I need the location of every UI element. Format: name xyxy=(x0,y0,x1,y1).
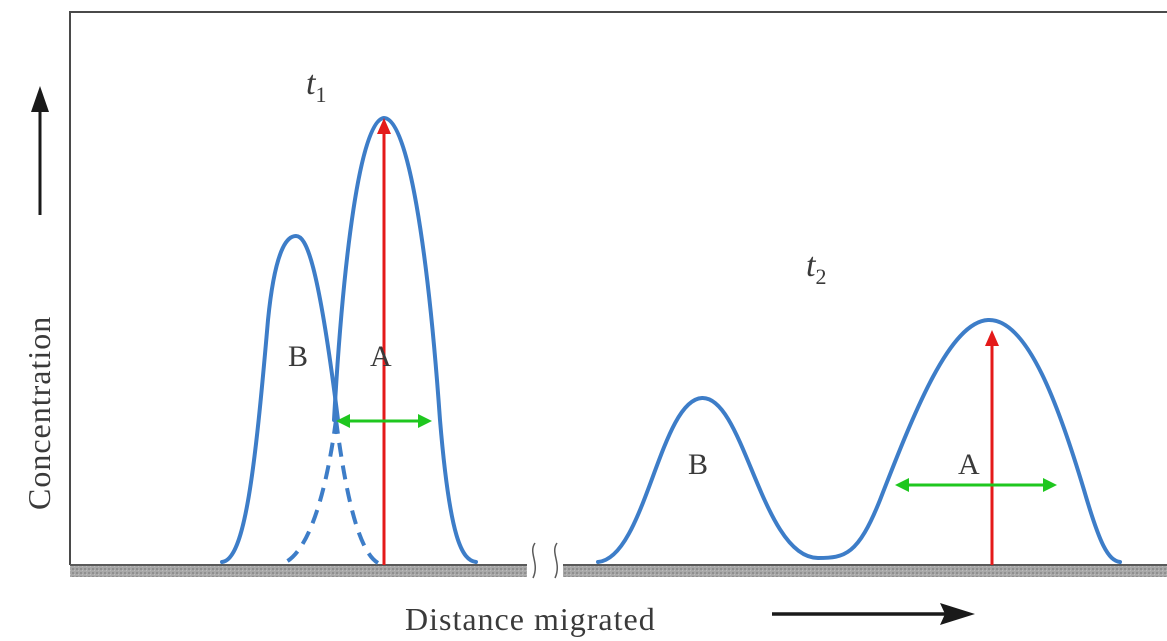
time-label-t1: t1 xyxy=(306,65,326,107)
y-axis-label: Concentration xyxy=(21,316,57,510)
peak-label-a-t2: A xyxy=(958,448,980,481)
baseline-shadow xyxy=(70,565,1167,577)
plot-frame xyxy=(69,11,1167,565)
height-marker-t1 xyxy=(377,118,391,565)
x-axis-label: Distance migrated xyxy=(405,601,656,637)
peak-a-t1-curve xyxy=(332,116,478,564)
y-axis-arrow-icon xyxy=(31,86,49,215)
height-marker-t2 xyxy=(985,330,999,565)
peak-b-t1-curve xyxy=(220,234,340,564)
peaks-t2-curve xyxy=(596,317,1122,564)
x-axis-arrow-icon xyxy=(772,603,975,625)
peak-label-a-t1: A xyxy=(370,340,392,373)
width-marker-t1 xyxy=(336,414,432,428)
peak-a-t1-hidden-flank xyxy=(283,419,338,565)
peak-label-b-t1: B xyxy=(288,340,308,373)
peak-b-t1-hidden-flank xyxy=(334,419,380,565)
width-marker-t2 xyxy=(895,478,1057,492)
time-label-t2: t2 xyxy=(806,247,826,289)
axis-break-icon xyxy=(527,540,563,585)
peak-label-b-t2: B xyxy=(688,448,708,481)
